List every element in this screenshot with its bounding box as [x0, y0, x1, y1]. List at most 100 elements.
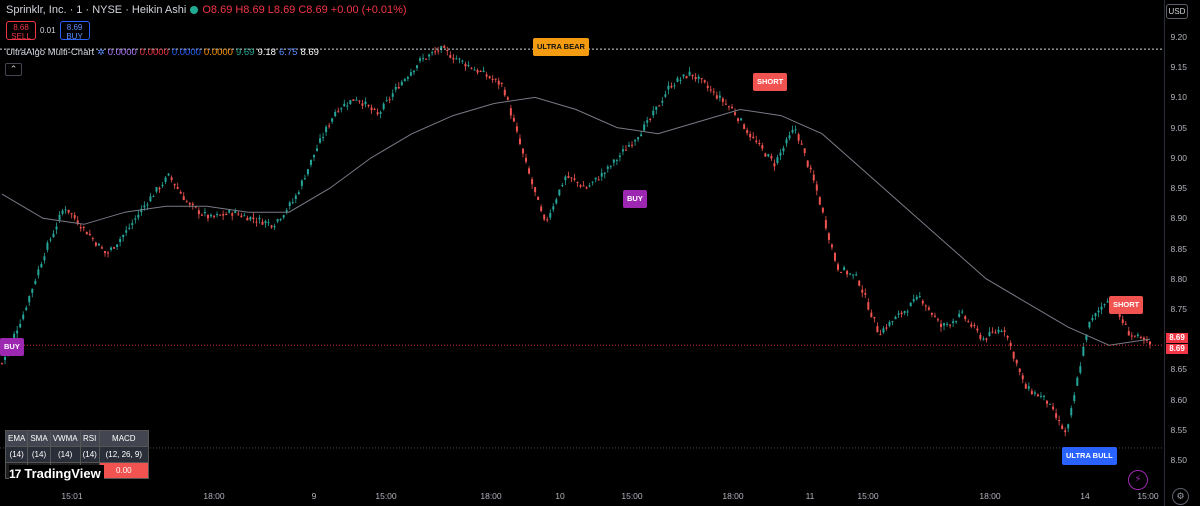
x-tick-label: 10 [555, 491, 565, 501]
y-tick-label: 9.20 [1170, 32, 1187, 42]
indicator-legend[interactable]: UltraAlgo Multi-Chart ✲ 0.0000 0.0000 0.00… [6, 47, 319, 58]
y-tick-label: 8.75 [1170, 303, 1187, 314]
sell-button[interactable]: 8.68 SELL [6, 21, 36, 41]
candle-body [779, 152, 782, 156]
candle-body [1058, 420, 1061, 422]
th-ema: EMA [4, 430, 29, 447]
candle-body [1136, 334, 1139, 336]
candle-body [797, 134, 800, 141]
candle-body [346, 105, 349, 107]
candle-body [900, 312, 903, 315]
lightning-icon[interactable]: ⚡ [1128, 470, 1148, 490]
candle-body [1015, 360, 1018, 364]
y-tick-label: 8.65 [1170, 364, 1187, 375]
candle-body [73, 215, 76, 219]
candle-body [279, 218, 282, 220]
spread-value: 0.01 [40, 26, 56, 35]
x-tick-label: 18:00 [722, 491, 744, 501]
candle-body [1094, 313, 1097, 317]
candle-body [561, 185, 564, 187]
candle-body [688, 71, 691, 76]
symbol-title[interactable]: Sprinklr, Inc. · 1 · NYSE · Heikin Ashi [6, 4, 187, 16]
candle-body [952, 321, 955, 324]
y-tick-label: 9.00 [1170, 152, 1187, 163]
candle-body [273, 226, 276, 228]
candle-body [661, 100, 664, 103]
candle-body [412, 70, 415, 73]
candle-body [673, 85, 676, 87]
candle-body [1055, 413, 1058, 418]
candle-body [388, 99, 391, 101]
candle-body [964, 316, 967, 320]
candle-body [440, 46, 443, 50]
candle-body [331, 118, 334, 122]
candle-body [1079, 366, 1082, 373]
candle-body [1046, 400, 1049, 404]
signal-buy-2: BUY [0, 338, 24, 356]
candle-body [276, 219, 279, 222]
candle-body [870, 312, 873, 318]
candle-body [791, 129, 794, 133]
candle-body [91, 238, 94, 240]
candle-body [491, 78, 494, 80]
candles-layer [1, 44, 1151, 437]
signal-buy-1: BUY [623, 190, 647, 208]
candle-body [649, 118, 652, 120]
candle-body [770, 156, 773, 159]
candle-body [985, 338, 988, 340]
candle-body [1130, 335, 1133, 337]
candle-body [458, 58, 461, 60]
signal-short-2: SHORT [1109, 296, 1144, 314]
candle-body [534, 187, 537, 193]
candle-body [319, 138, 322, 143]
currency-button[interactable]: USD [1166, 4, 1188, 19]
candle-body [385, 100, 388, 102]
gear-icon[interactable]: ⚙ [1172, 488, 1189, 505]
candle-body [882, 328, 885, 333]
y-tick-label: 8.95 [1170, 183, 1187, 194]
candle-body [721, 98, 724, 102]
candle-body [1018, 368, 1021, 372]
candle-body [1124, 323, 1127, 325]
candle-body [1070, 408, 1073, 416]
price-axis[interactable]: 9.20 9.15 9.10 9.05 9.00 8.95 8.90 8.85 8.80 8.75… [1164, 0, 1200, 506]
market-status-icon [190, 6, 199, 14]
candle-body [52, 233, 55, 238]
candle-body [749, 133, 752, 138]
candle-body [158, 187, 161, 190]
candle-body [219, 214, 222, 216]
candle-body [936, 319, 939, 321]
indicator-value-4: 9.69 [235, 47, 255, 58]
current-price-tag-2: 8.69 [1166, 344, 1188, 355]
settings-icon[interactable]: ✲ [97, 47, 105, 57]
candle-body [606, 166, 609, 169]
candle-body [397, 86, 400, 89]
candle-body [1, 363, 3, 365]
candle-body [231, 213, 234, 216]
candle-body [367, 105, 370, 107]
tradingview-logo[interactable]: 17 TradingView [9, 465, 104, 482]
candle-body [927, 307, 930, 310]
candle-body [1030, 390, 1033, 395]
candle-body [1118, 311, 1121, 317]
candle-body [1003, 330, 1006, 332]
tradingview-icon: 17 [9, 466, 21, 481]
candle-body [909, 302, 912, 307]
price-chart[interactable] [0, 0, 1165, 506]
buy-button[interactable]: 8.69 BUY [59, 21, 90, 41]
candle-body [164, 177, 167, 182]
x-tick-label: 15:01 [61, 491, 83, 501]
candle-body [537, 196, 540, 201]
indicator-name: UltraAlgo Multi-Chart [6, 47, 95, 58]
candle-body [1121, 319, 1124, 324]
candle-body [137, 214, 140, 218]
candle-body [727, 106, 730, 108]
candle-body [724, 103, 727, 105]
collapse-legend-button[interactable]: ⌃ [5, 63, 22, 76]
candle-body [1039, 395, 1042, 397]
signal-short-1: SHORT [753, 73, 788, 91]
candle-body [303, 178, 306, 180]
candle-body [709, 89, 712, 91]
signal-ultra-bull: ULTRA BULL [1062, 447, 1117, 465]
candle-body [921, 300, 924, 304]
